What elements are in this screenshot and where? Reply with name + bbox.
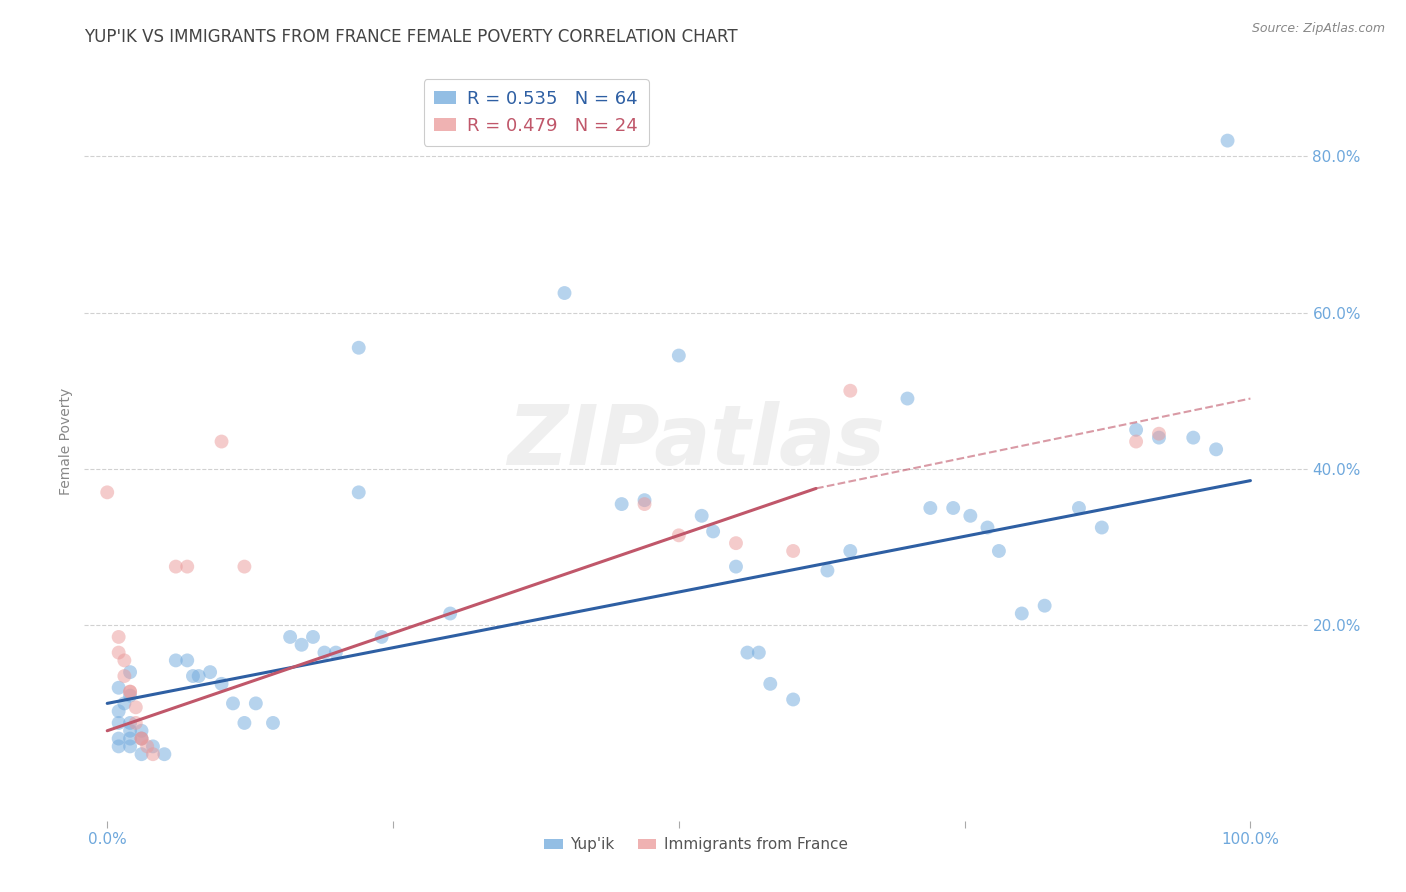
Point <box>302 630 325 644</box>
Point <box>347 485 370 500</box>
Point <box>245 697 267 711</box>
Point <box>131 723 153 738</box>
Point <box>107 704 129 718</box>
Point <box>107 630 129 644</box>
Point <box>633 493 655 508</box>
Point <box>176 653 198 667</box>
Point <box>668 528 690 542</box>
Point <box>1147 426 1170 441</box>
Point <box>278 630 301 644</box>
Point <box>314 646 336 660</box>
Point <box>120 665 142 680</box>
Point <box>817 564 839 578</box>
Point <box>107 715 129 730</box>
Point <box>1147 431 1170 445</box>
Point <box>222 697 245 711</box>
Point <box>136 739 159 754</box>
Point <box>724 559 747 574</box>
Point <box>553 286 575 301</box>
Point <box>142 739 165 754</box>
Point <box>107 646 129 660</box>
Point <box>1033 599 1056 613</box>
Point <box>1125 434 1147 449</box>
Point <box>131 731 153 746</box>
Legend: Yup'ik, Immigrants from France: Yup'ik, Immigrants from France <box>538 831 853 858</box>
Point <box>959 508 981 523</box>
Point <box>165 559 187 574</box>
Point <box>211 677 233 691</box>
Point <box>112 697 135 711</box>
Point <box>125 715 148 730</box>
Point <box>120 715 142 730</box>
Point <box>165 653 187 667</box>
Point <box>131 731 153 746</box>
Point <box>112 653 135 667</box>
Point <box>120 739 142 754</box>
Point <box>131 747 153 762</box>
Point <box>976 520 998 534</box>
Point <box>262 715 284 730</box>
Point <box>896 392 918 406</box>
Point <box>120 684 142 698</box>
Point <box>120 723 142 738</box>
Point <box>702 524 724 539</box>
Point <box>211 434 233 449</box>
Point <box>1067 500 1090 515</box>
Point <box>439 607 461 621</box>
Point <box>839 384 862 398</box>
Point <box>187 669 209 683</box>
Text: ZIPatlas: ZIPatlas <box>508 401 884 482</box>
Point <box>782 544 804 558</box>
Point <box>120 731 142 746</box>
Point <box>107 681 129 695</box>
Point <box>839 544 862 558</box>
Point <box>347 341 370 355</box>
Point <box>120 689 142 703</box>
Point <box>942 500 965 515</box>
Point <box>131 731 153 746</box>
Point <box>107 731 129 746</box>
Point <box>153 747 176 762</box>
Point <box>370 630 392 644</box>
Point <box>610 497 633 511</box>
Point <box>181 669 204 683</box>
Point <box>748 646 770 660</box>
Text: Source: ZipAtlas.com: Source: ZipAtlas.com <box>1251 22 1385 36</box>
Point <box>198 665 221 680</box>
Point <box>759 677 782 691</box>
Point <box>1182 431 1205 445</box>
Point <box>1011 607 1033 621</box>
Point <box>1216 134 1239 148</box>
Point <box>1091 520 1114 534</box>
Point <box>233 559 256 574</box>
Point <box>1205 442 1227 457</box>
Y-axis label: Female Poverty: Female Poverty <box>59 388 73 495</box>
Text: YUP'IK VS IMMIGRANTS FROM FRANCE FEMALE POVERTY CORRELATION CHART: YUP'IK VS IMMIGRANTS FROM FRANCE FEMALE … <box>84 28 738 45</box>
Point <box>668 349 690 363</box>
Point <box>633 497 655 511</box>
Point <box>107 739 129 754</box>
Point <box>690 508 713 523</box>
Point <box>920 500 942 515</box>
Point <box>120 684 142 698</box>
Point <box>737 646 759 660</box>
Point <box>233 715 256 730</box>
Point <box>782 692 804 706</box>
Point <box>325 646 347 660</box>
Point <box>724 536 747 550</box>
Point <box>987 544 1010 558</box>
Point <box>176 559 198 574</box>
Point <box>125 700 148 714</box>
Point <box>142 747 165 762</box>
Point <box>112 669 135 683</box>
Point <box>96 485 118 500</box>
Point <box>1125 423 1147 437</box>
Point <box>290 638 312 652</box>
